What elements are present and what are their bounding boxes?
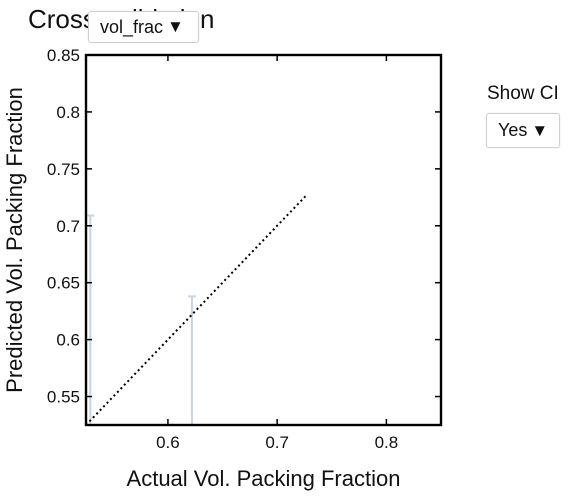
y-tick-label: 0.75 bbox=[47, 160, 80, 179]
x-tick-label: 0.6 bbox=[156, 433, 180, 452]
triangle-down-icon: ▼ bbox=[167, 17, 184, 36]
plot-frame bbox=[84, 53, 443, 427]
y-axis-label: Predicted Vol. Packing Fraction bbox=[2, 87, 27, 393]
show-ci-dropdown[interactable]: Yes ▼ bbox=[486, 113, 560, 148]
y-tick-label: 0.55 bbox=[47, 388, 80, 407]
show-ci-label: Show CI bbox=[487, 83, 559, 104]
show-ci-dropdown-value: Yes bbox=[498, 120, 528, 140]
x-axis-label: Actual Vol. Packing Fraction bbox=[127, 466, 401, 491]
variable-dropdown[interactable]: vol_frac ▼ bbox=[88, 11, 199, 43]
y-tick-label: 0.65 bbox=[47, 274, 80, 293]
variable-dropdown-value: vol_frac bbox=[100, 16, 164, 37]
y-tick-label: 0.6 bbox=[56, 331, 80, 350]
triangle-down-icon: ▼ bbox=[531, 120, 549, 140]
x-tick-label: 0.8 bbox=[375, 433, 399, 452]
y-tick-label: 0.85 bbox=[47, 46, 80, 65]
y-tick-label: 0.7 bbox=[56, 217, 80, 236]
x-tick-label: 0.7 bbox=[265, 433, 289, 452]
y-tick-label: 0.8 bbox=[56, 103, 80, 122]
identity-line bbox=[85, 194, 308, 426]
